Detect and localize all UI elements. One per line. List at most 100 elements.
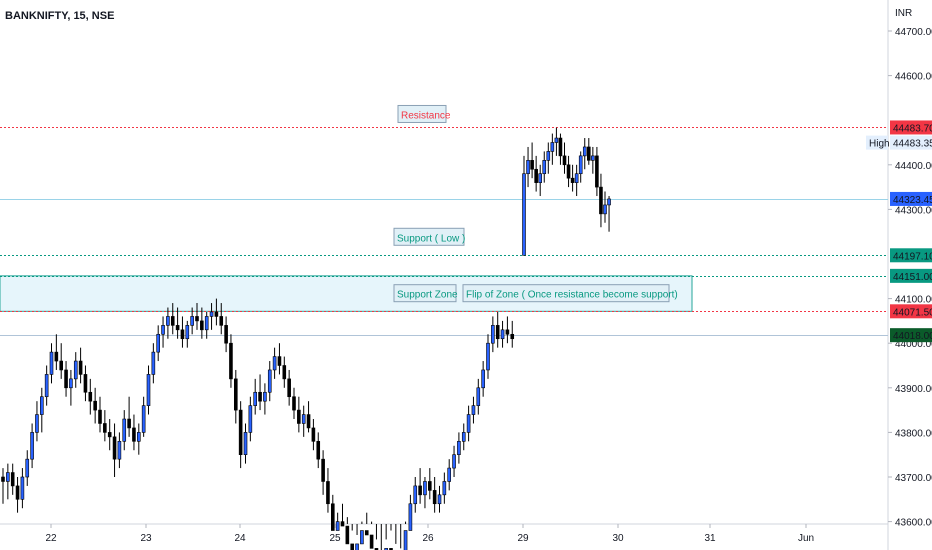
candle-58 — [282, 356, 287, 388]
candle-84 — [408, 494, 413, 531]
candle-108 — [530, 142, 534, 179]
candle-up-body — [413, 485, 418, 505]
candle-44 — [214, 298, 219, 326]
candle-up-body — [452, 454, 456, 469]
candle-46 — [224, 316, 228, 353]
candle-102 — [495, 311, 500, 348]
candle-64 — [311, 419, 316, 451]
candle-92 — [447, 459, 452, 491]
candle-up-body — [442, 481, 447, 496]
time-axis[interactable]: 22 23 24 25 26 29 30 31 Jun — [45, 524, 814, 544]
candle-35 — [170, 303, 175, 335]
candle-68 — [330, 494, 335, 531]
candle-up-body — [500, 329, 505, 340]
price-badge-bg — [890, 120, 932, 135]
candle-down-body — [311, 427, 316, 442]
candle-109 — [534, 155, 538, 192]
annotation-text: Flip of Zone ( Once resistance become su… — [466, 290, 678, 301]
candle-up-body — [166, 316, 170, 326]
y-tick-label: 43900.00 — [895, 384, 932, 395]
candle-45 — [219, 303, 224, 335]
candle-33 — [161, 316, 165, 348]
candle-10 — [49, 343, 54, 384]
candle-127 — [607, 196, 611, 232]
candle-83 — [403, 521, 408, 550]
candle-up-body — [20, 476, 25, 500]
candle-down-body — [258, 391, 262, 402]
candle-87 — [423, 477, 427, 509]
y-tick-label: 44300.00 — [895, 205, 932, 216]
candle-118 — [570, 164, 575, 192]
candle-28 — [137, 423, 141, 455]
candle-down-body — [427, 481, 432, 491]
annotation-box — [397, 104, 447, 123]
candle-up-body — [491, 325, 495, 344]
x-tick-label: 29 — [517, 533, 529, 544]
y-tick-label: 44600.00 — [895, 72, 932, 83]
candle-43 — [209, 303, 214, 330]
candle-up-body — [538, 173, 543, 183]
candle-116 — [562, 142, 567, 174]
candles-layer — [1, 127, 611, 550]
candle-124 — [595, 146, 599, 197]
price-badge-3: 44197.10 — [890, 248, 932, 263]
candle-114 — [554, 127, 559, 156]
candle-down-body — [599, 186, 603, 215]
candle-101 — [491, 316, 495, 353]
candle-up-body — [526, 160, 530, 175]
candle-up-body — [253, 391, 257, 406]
candle-95 — [461, 423, 466, 451]
y-tick-label: 44000.00 — [895, 339, 932, 350]
price-badge-text: 44483.35 — [893, 139, 932, 150]
candle-down-body — [224, 325, 228, 344]
candle-57 — [277, 343, 282, 375]
x-tick-label: 26 — [422, 533, 434, 544]
candle-41 — [200, 307, 204, 339]
candle-down-body — [374, 548, 379, 550]
candle-up-body — [243, 432, 248, 455]
candle-down-body — [83, 374, 88, 393]
candle-down-body — [306, 414, 311, 429]
x-tick-label: Jun — [798, 533, 814, 544]
candle-89 — [432, 477, 437, 513]
candle-up-body — [486, 342, 490, 371]
x-tick-label: 31 — [704, 533, 716, 544]
candle-22 — [107, 419, 112, 451]
candle-121 — [582, 138, 587, 170]
candle-77 — [374, 524, 379, 550]
price-badge-tag-bg — [866, 135, 888, 150]
candle-down-body — [88, 391, 93, 402]
candle-up-body — [263, 391, 267, 402]
candle-18 — [88, 378, 93, 415]
candle-82 — [400, 524, 402, 549]
candle-32 — [156, 325, 160, 362]
annotation-3: Flip of Zone ( Once resistance become su… — [462, 284, 678, 303]
candle-up-body — [44, 374, 49, 398]
candle-17 — [83, 365, 88, 402]
candle-111 — [542, 151, 547, 183]
candle-39 — [190, 307, 194, 335]
candle-down-body — [180, 329, 185, 340]
price-badge-text: 44197.10 — [893, 251, 932, 262]
candle-96 — [466, 405, 471, 442]
price-badge-6: 44018.00 — [890, 328, 932, 343]
symbol-title: BANKNIFTY, 15, NSE — [5, 10, 114, 22]
candle-up-body — [355, 543, 359, 550]
annotation-1: Support ( Low ) — [393, 227, 465, 246]
candle-75 — [364, 512, 369, 536]
candle-down-body — [369, 534, 374, 549]
candle-down-body — [10, 472, 15, 487]
price-axis[interactable]: 44700.00 44600.00 44400.00 44300.00 44100.00… — [888, 27, 932, 550]
candle-down-body — [107, 432, 112, 438]
candle-56 — [272, 347, 277, 379]
candle-down-body — [93, 400, 97, 411]
candle-up-body — [384, 548, 388, 550]
candle-47 — [229, 334, 233, 388]
candle-down-body — [234, 378, 238, 411]
candle-down-body — [15, 485, 20, 500]
candle-125 — [599, 173, 603, 228]
candle-up-body — [466, 414, 471, 433]
candle-up-body — [578, 155, 583, 175]
